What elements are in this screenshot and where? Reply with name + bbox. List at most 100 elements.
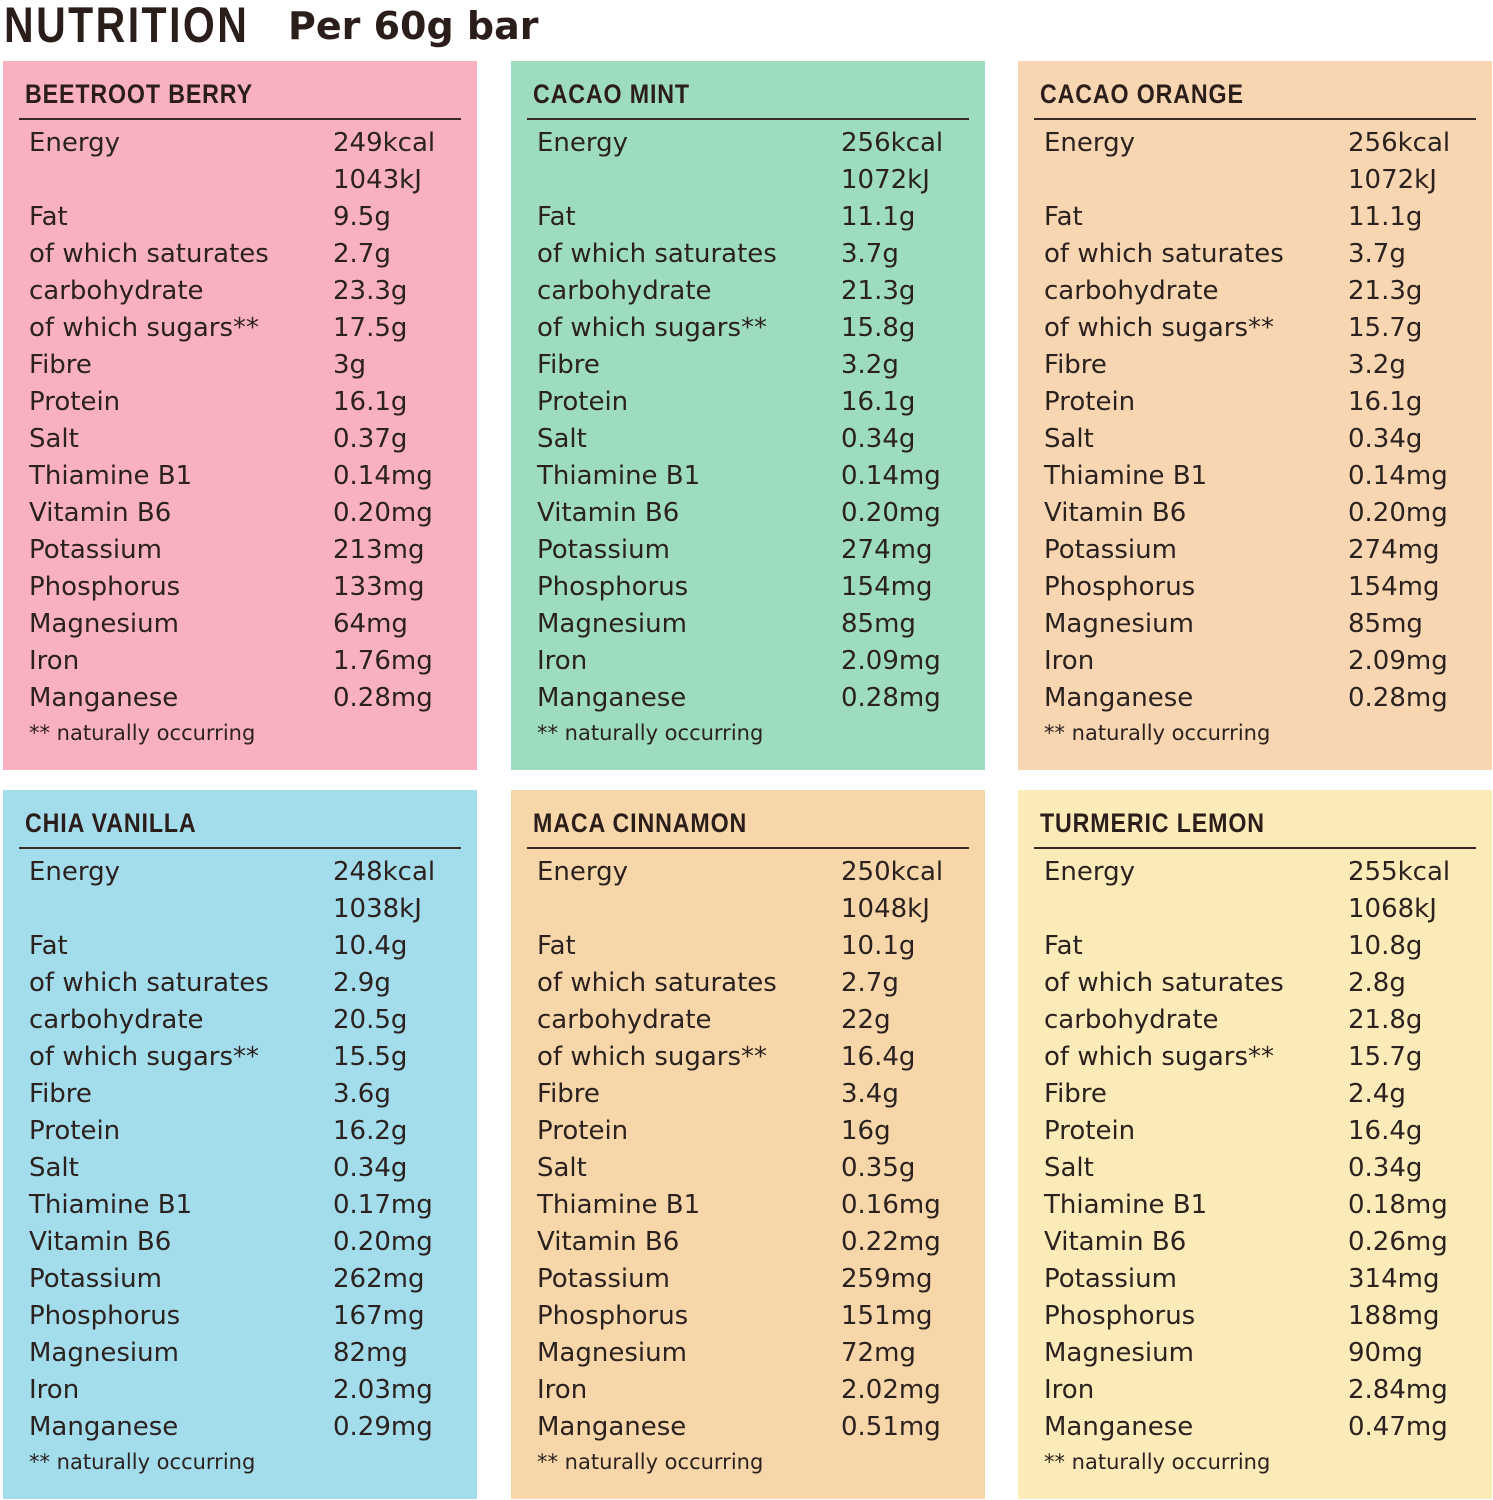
- footnote: ** naturally occurring: [537, 721, 764, 745]
- row-value: 3.7g: [841, 239, 899, 269]
- row-value: 10.4g: [333, 931, 408, 961]
- row-value: 314mg: [1348, 1264, 1440, 1294]
- row-value: 17.5g: [333, 313, 408, 343]
- title-divider: [527, 847, 969, 849]
- table-row: Salt 0.37g: [29, 421, 467, 458]
- panel-cacao-orange: CACAO ORANGE Energy 256kcal 1072kJ Fat 1…: [1018, 61, 1492, 770]
- table-row: Manganese 0.28mg: [537, 680, 975, 717]
- row-label-empty: [1044, 891, 1348, 928]
- row-value: 256kcal: [1348, 128, 1451, 158]
- table-row: of which sugars** 16.4g: [537, 1039, 975, 1076]
- row-label: of which saturates: [1044, 239, 1284, 269]
- panel-cacao-mint: CACAO MINT Energy 256kcal 1072kJ Fat 11.…: [511, 61, 985, 770]
- nutrition-table: Energy 250kcal 1048kJ Fat 10.1g of which…: [537, 854, 975, 1446]
- table-row: Magnesium 85mg: [1044, 606, 1482, 643]
- row-label: Salt: [1044, 424, 1094, 454]
- table-row: of which sugars** 15.7g: [1044, 310, 1482, 347]
- table-row: Manganese 0.28mg: [1044, 680, 1482, 717]
- table-row: Thiamine B1 0.14mg: [29, 458, 467, 495]
- row-label: Protein: [29, 387, 121, 417]
- row-label: Magnesium: [1044, 1338, 1194, 1368]
- table-row: of which sugars** 15.5g: [29, 1039, 467, 1076]
- row-value: 64mg: [333, 609, 408, 639]
- row-value: 1038kJ: [333, 894, 422, 924]
- row-label: carbohydrate: [537, 1005, 712, 1035]
- row-value: 262mg: [333, 1264, 425, 1294]
- table-row: Fibre 3g: [29, 347, 467, 384]
- table-row: Fibre 3.2g: [1044, 347, 1482, 384]
- row-value: 2.8g: [1348, 968, 1406, 998]
- table-row: Vitamin B6 0.20mg: [537, 495, 975, 532]
- table-row: Iron 1.76mg: [29, 643, 467, 680]
- row-value: 15.7g: [1348, 1042, 1423, 1072]
- table-row: carbohydrate 22g: [537, 1002, 975, 1039]
- row-label: Iron: [29, 646, 80, 676]
- row-label: Iron: [29, 1375, 80, 1405]
- row-value: 21.8g: [1348, 1005, 1423, 1035]
- row-value: 0.17mg: [333, 1190, 433, 1220]
- title-divider: [1034, 847, 1476, 849]
- table-row: Magnesium 72mg: [537, 1335, 975, 1372]
- row-value: 154mg: [1348, 572, 1440, 602]
- table-row: Fat 11.1g: [537, 199, 975, 236]
- table-row: carbohydrate 20.5g: [29, 1002, 467, 1039]
- row-value: 167mg: [333, 1301, 425, 1331]
- table-row: 1048kJ: [537, 891, 975, 928]
- table-row: Thiamine B1 0.18mg: [1044, 1187, 1482, 1224]
- row-value: 0.37g: [333, 424, 408, 454]
- table-row: Manganese 0.47mg: [1044, 1409, 1482, 1446]
- table-row: Phosphorus 188mg: [1044, 1298, 1482, 1335]
- table-row: Salt 0.34g: [29, 1150, 467, 1187]
- table-row: Phosphorus 154mg: [1044, 569, 1482, 606]
- table-row: 1072kJ: [1044, 162, 1482, 199]
- row-value: 16.2g: [333, 1116, 408, 1146]
- row-value: 11.1g: [841, 202, 916, 232]
- table-row: 1038kJ: [29, 891, 467, 928]
- row-value: 3.2g: [841, 350, 899, 380]
- table-row: Energy 256kcal: [1044, 125, 1482, 162]
- table-row: Fibre 3.2g: [537, 347, 975, 384]
- row-label: Manganese: [1044, 1412, 1194, 1442]
- row-label: carbohydrate: [29, 1005, 204, 1035]
- row-label: carbohydrate: [29, 276, 204, 306]
- row-value: 21.3g: [1348, 276, 1423, 306]
- row-label: Manganese: [537, 683, 687, 713]
- table-row: Phosphorus 167mg: [29, 1298, 467, 1335]
- row-value: 3.6g: [333, 1079, 391, 1109]
- page-title: NUTRITION: [4, 0, 250, 53]
- row-value: 249kcal: [333, 128, 436, 158]
- row-label: Protein: [537, 387, 629, 417]
- table-row: of which saturates 2.8g: [1044, 965, 1482, 1002]
- row-label: of which saturates: [537, 968, 777, 998]
- table-row: Vitamin B6 0.20mg: [29, 1224, 467, 1261]
- row-label: carbohydrate: [1044, 276, 1219, 306]
- table-row: Manganese 0.28mg: [29, 680, 467, 717]
- panel-maca-cinnamon: MACA CINNAMON Energy 250kcal 1048kJ Fat …: [511, 790, 985, 1499]
- row-value: 16.1g: [1348, 387, 1423, 417]
- row-label: Fibre: [1044, 1079, 1107, 1109]
- row-label: Iron: [537, 1375, 588, 1405]
- title-divider: [19, 847, 461, 849]
- table-row: Vitamin B6 0.22mg: [537, 1224, 975, 1261]
- table-row: of which saturates 3.7g: [537, 236, 975, 273]
- row-label: Manganese: [1044, 683, 1194, 713]
- table-row: Protein 16g: [537, 1113, 975, 1150]
- table-row: carbohydrate 21.8g: [1044, 1002, 1482, 1039]
- row-value: 15.7g: [1348, 313, 1423, 343]
- row-value: 23.3g: [333, 276, 408, 306]
- table-row: Energy 255kcal: [1044, 854, 1482, 891]
- row-value: 0.35g: [841, 1153, 916, 1183]
- row-label: Salt: [29, 424, 79, 454]
- row-value: 0.22mg: [841, 1227, 941, 1257]
- row-value: 21.3g: [841, 276, 916, 306]
- row-value: 16.4g: [1348, 1116, 1423, 1146]
- row-value: 0.26mg: [1348, 1227, 1448, 1257]
- row-label: Phosphorus: [1044, 1301, 1196, 1331]
- row-label: Manganese: [29, 683, 179, 713]
- table-row: carbohydrate 21.3g: [537, 273, 975, 310]
- table-row: Energy 248kcal: [29, 854, 467, 891]
- row-label: Manganese: [29, 1412, 179, 1442]
- row-label: Fat: [1044, 202, 1083, 232]
- row-label: Fibre: [1044, 350, 1107, 380]
- row-value: 0.14mg: [1348, 461, 1448, 491]
